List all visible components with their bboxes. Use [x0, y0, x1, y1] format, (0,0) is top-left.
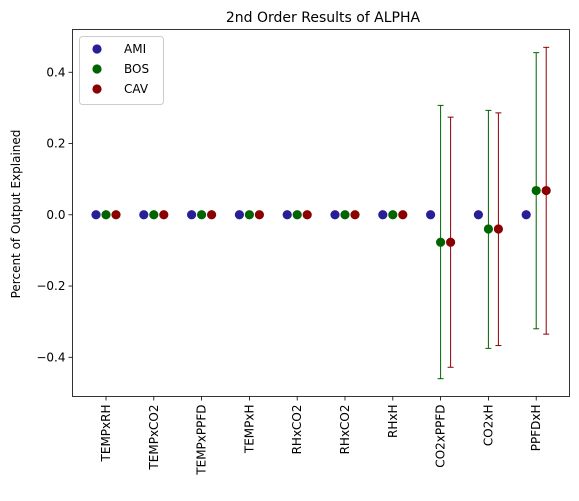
data-point-cav [446, 237, 456, 247]
data-point-bos [292, 210, 302, 220]
plot-area: −0.4 −0.2 0.0 0.2 0.4 TEMPxRH TEMPxCO2 TEMPxPPF… [36, 46, 551, 476]
data-point-cav [541, 185, 551, 196]
x-tick-label: CO2xPPFD [434, 405, 448, 468]
data-point-ami [139, 210, 149, 220]
y-tick-label: 0.4 [46, 65, 65, 79]
y-tick-label: 0.0 [46, 208, 65, 222]
data-point-ami [426, 210, 436, 220]
data-point-ami [234, 210, 244, 220]
x-tick-label: RHxCO2 [338, 405, 352, 455]
data-point-bos [531, 185, 541, 196]
plot-frame [72, 29, 570, 397]
x-tick-label: TEMPxH [242, 405, 256, 455]
x-tick-label: TEMPxCO2 [147, 405, 161, 471]
data-point-ami [282, 210, 292, 220]
legend: AMI BOS CAV [79, 36, 164, 105]
data-point-bos [244, 210, 254, 220]
chart-title: 2nd Order Results of ALPHA [226, 10, 421, 26]
legend-frame [79, 36, 164, 105]
data-point-cav [159, 210, 169, 220]
legend-marker-cav [92, 84, 102, 94]
x-tick-label: RHxH [386, 405, 400, 439]
data-point-bos [388, 210, 398, 220]
data-point-cav [111, 210, 121, 220]
data-point-ami [521, 210, 531, 220]
x-tick-label: PPFDxH [529, 405, 543, 452]
data-point-cav [398, 210, 408, 220]
data-point-bos [483, 224, 493, 234]
data-point-bos [340, 210, 350, 220]
legend-label: BOS [124, 62, 149, 76]
data-point-ami [473, 210, 483, 220]
data-point-ami [378, 210, 388, 220]
data-point-cav [350, 210, 360, 220]
x-tick-label: RHxCO2 [290, 405, 304, 455]
legend-marker-ami [92, 44, 102, 54]
legend-label: CAV [124, 82, 149, 96]
legend-label: AMI [124, 42, 146, 56]
x-tick-label: TEMPxPPFD [195, 405, 209, 476]
data-point-cav [207, 210, 217, 220]
y-tick-label: −0.4 [36, 350, 65, 364]
data-point-bos [149, 210, 159, 220]
data-point-ami [330, 210, 340, 220]
y-axis-label: Percent of Output Explained [9, 130, 23, 299]
y-tick-label: −0.2 [36, 279, 65, 293]
data-point-ami [187, 210, 197, 220]
data-point-bos [436, 237, 446, 247]
data-point-ami [91, 210, 101, 220]
legend-marker-bos [92, 64, 102, 74]
y-tick-label: 0.2 [46, 137, 65, 151]
data-point-cav [302, 210, 312, 220]
data-point-cav [493, 224, 503, 234]
data-point-bos [197, 210, 207, 220]
data-point-cav [254, 210, 264, 220]
x-tick-label: CO2xH [481, 405, 495, 447]
x-tick-label: TEMPxRH [99, 405, 113, 463]
data-point-bos [101, 210, 111, 220]
